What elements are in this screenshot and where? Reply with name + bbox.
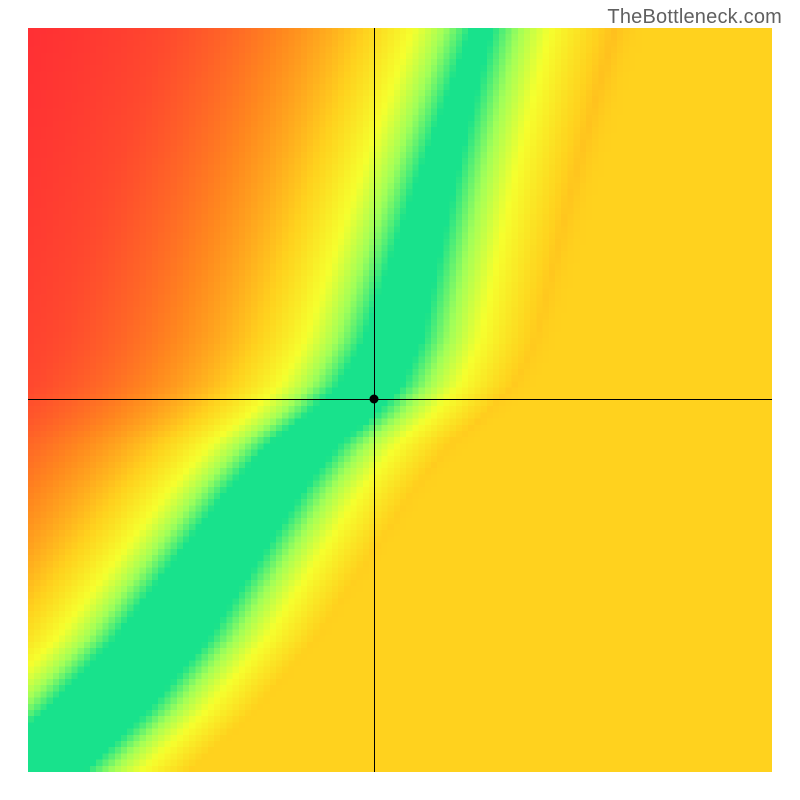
- root-container: TheBottleneck.com: [0, 0, 800, 800]
- plot-area: [28, 28, 772, 772]
- bottleneck-heatmap: [28, 28, 772, 772]
- watermark-text: TheBottleneck.com: [607, 6, 782, 29]
- crosshair-horizontal: [28, 399, 772, 400]
- marker-dot: [369, 394, 378, 403]
